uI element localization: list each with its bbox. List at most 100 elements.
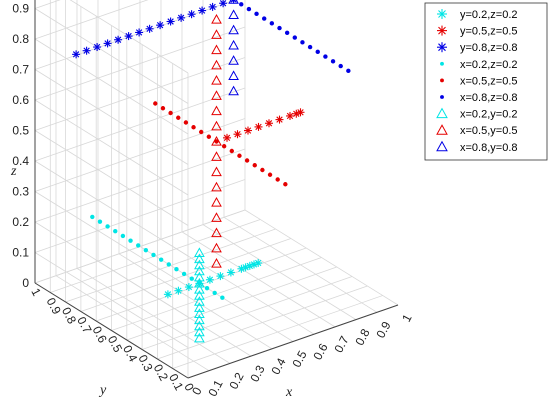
data-point [187,10,196,19]
data-point [194,314,205,325]
grid-line [181,231,336,328]
legend-marker [437,42,447,53]
y-axis-label: y [98,383,107,398]
z-tick-label: 0.7 [12,63,29,77]
data-point [211,181,222,192]
data-point [292,35,297,40]
data-point [82,46,91,55]
data-point [166,17,175,26]
axis-layer: 0 0.1 0.2 0.3 0.4 0.5 0.6 0.7 0.8 0.9100.10.20.30… [12,0,415,399]
series-6 [194,247,205,343]
data-point [284,30,290,36]
data-point [197,281,202,286]
legend-label: x=0.8,y=0.8 [460,142,518,154]
data-point [194,283,205,294]
data-point [194,320,205,331]
data-point [194,265,205,276]
series-7 [211,13,222,268]
data-point [168,110,173,116]
grid-line [34,99,189,196]
grid-line [34,0,149,40]
legend-marker [437,25,447,36]
legend-label: y=0.2,z=0.2 [460,9,518,21]
data-point [211,105,222,116]
grid-line [69,0,189,74]
data-point [346,68,351,74]
data-point [254,258,263,267]
data-point [244,158,250,163]
data-point [176,115,181,120]
x-tick-label: 1 [399,312,415,325]
series-2 [72,0,238,59]
data-point [254,122,263,131]
data-point [220,295,225,300]
data-point [211,257,222,268]
x-tick-label: 0.5 [289,348,309,370]
series-5 [231,0,351,74]
legend-marker [440,78,444,83]
data-point [315,49,320,55]
data-point [160,106,166,111]
z-tick-label: 0.6 [12,93,29,107]
data-point [260,167,265,173]
data-point [221,144,227,149]
x-tick-label: 0.4 [268,355,288,377]
data-point [113,228,118,234]
data-point [194,302,205,312]
data-point [183,120,189,125]
data-point [128,238,133,243]
data-point [211,196,222,207]
data-point [208,2,217,11]
data-point [124,32,133,41]
data-point [120,233,126,239]
data-point [267,172,273,177]
grid-line [34,69,189,165]
series-0 [163,258,263,299]
series-8 [228,0,239,96]
grid-line [34,8,189,104]
data-point [338,63,343,69]
data-point [174,286,183,295]
data-point [262,16,267,21]
data-point [151,252,156,258]
data-point [136,243,141,248]
data-point [300,40,305,45]
data-point [237,153,242,158]
data-point [177,13,186,22]
data-point [239,2,244,7]
grid-line [34,26,246,101]
data-point [158,257,164,262]
data-point [163,290,172,299]
data-point [194,259,205,270]
series-3 [90,214,225,300]
data-point [307,44,313,50]
x-tick-label: 0.8 [352,326,372,348]
data-point [166,262,171,267]
legend-label: x=0.5,y=0.5 [460,125,518,137]
data-point [233,130,242,139]
data-point [228,55,239,65]
data-point [211,29,222,39]
data-point [93,43,102,52]
legend-marker [436,107,448,119]
data-point [211,120,222,131]
legend-label: x=0.8,z=0.8 [460,92,518,104]
data-point [145,24,154,33]
data-point [216,272,225,281]
data-point [211,74,222,85]
data-point [181,271,187,277]
grid-line [244,209,399,306]
data-point [226,268,235,277]
x-tick-label: 0.2 [226,370,246,392]
data-point [211,44,222,55]
data-point [174,266,179,272]
data-point [191,125,196,130]
y-tick-label: 1 [28,286,44,299]
data-point [194,247,205,257]
data-point [275,115,284,124]
grid-line [223,216,378,313]
legend-label: x=0.5,z=0.5 [460,75,518,87]
data-point [254,11,259,17]
data-point [228,9,239,19]
